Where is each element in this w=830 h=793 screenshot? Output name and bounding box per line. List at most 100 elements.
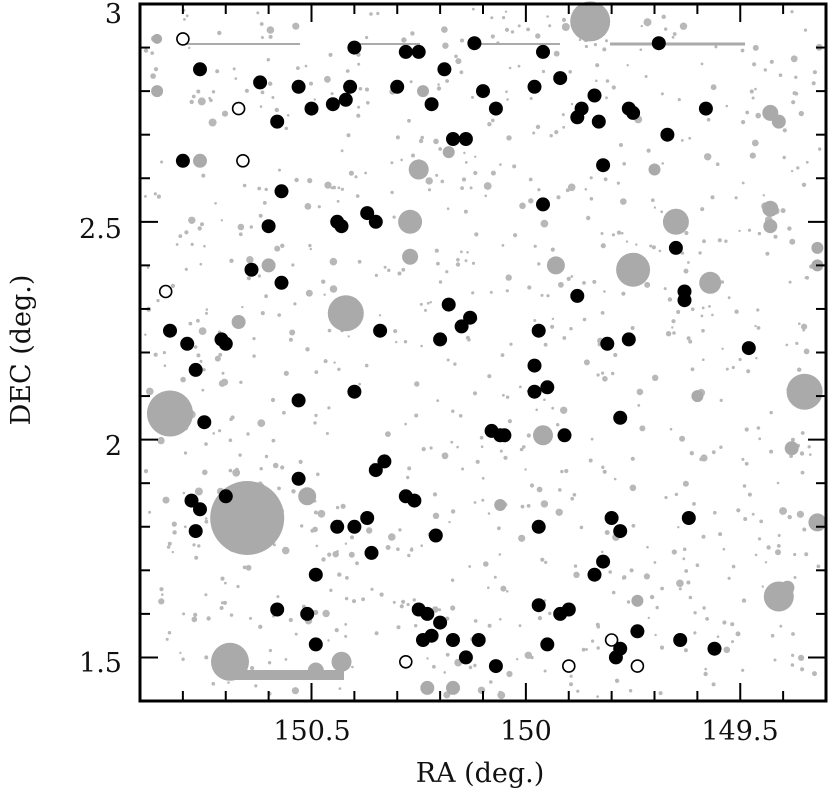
background-dot [171, 550, 174, 554]
y-tick-label-0: 1.5 [79, 648, 122, 679]
background-dot [660, 92, 664, 96]
filled-circle-point [437, 62, 452, 77]
background-dot [698, 251, 702, 255]
background-dot [626, 63, 629, 67]
background-dot [236, 584, 240, 589]
background-dot [602, 47, 607, 52]
background-dot [196, 353, 201, 358]
filled-circle-point [291, 79, 306, 94]
background-dot [397, 271, 402, 276]
filled-circle-point [536, 197, 550, 212]
background-dot [305, 289, 313, 297]
background-dot [204, 655, 209, 660]
background-dot [211, 681, 216, 686]
background-dot [593, 43, 598, 47]
background-dot [471, 7, 475, 11]
background-dot [524, 468, 527, 471]
background-dot [278, 168, 281, 172]
background-dot [406, 475, 410, 480]
background-dot [548, 24, 552, 28]
background-dot [540, 557, 545, 562]
background-dot [203, 244, 206, 248]
background-dot [686, 580, 691, 585]
background-dot [450, 605, 456, 611]
background-dot [540, 293, 544, 297]
background-dot [475, 459, 480, 464]
background-dot [340, 503, 346, 509]
background-dot [192, 543, 196, 547]
background-dot [533, 244, 537, 248]
background-dot [194, 487, 203, 496]
background-dot [586, 215, 591, 221]
background-dot [194, 555, 199, 560]
background-dot [355, 194, 360, 198]
gray-circle-point [570, 1, 611, 42]
background-dot [701, 328, 705, 333]
background-dot [395, 340, 398, 344]
background-dot [620, 198, 627, 205]
background-dot [448, 520, 451, 524]
background-dot [636, 388, 644, 396]
background-dot [441, 452, 449, 460]
filled-circle-point [467, 36, 482, 51]
background-dot [700, 314, 704, 318]
background-dot [528, 177, 533, 182]
background-dot [144, 333, 147, 336]
background-dot [654, 633, 657, 637]
background-dot [661, 162, 664, 165]
background-dot [296, 66, 300, 70]
background-dot [348, 551, 355, 558]
background-dot [277, 313, 282, 317]
background-dot [411, 153, 415, 158]
background-dot [336, 550, 339, 553]
background-dot [399, 604, 404, 609]
background-dot [487, 122, 492, 127]
background-dot [463, 209, 468, 214]
background-dot [218, 429, 222, 433]
background-dot [677, 526, 680, 529]
background-dot [188, 216, 196, 224]
gray-circle-point [307, 662, 324, 679]
background-dot [153, 67, 159, 72]
background-dot [605, 96, 608, 100]
gray-circle-point [631, 594, 644, 607]
background-dot [223, 600, 227, 605]
gray-circle-point [331, 651, 352, 672]
background-dot [798, 322, 801, 326]
background-dot [327, 406, 331, 410]
filled-circle-point [420, 606, 435, 621]
filled-circle-point [591, 114, 606, 129]
background-dot [471, 95, 474, 99]
background-dot [652, 374, 659, 381]
background-dot [276, 595, 280, 599]
background-dot [348, 170, 354, 176]
gray-circle-point [616, 252, 651, 287]
filled-circle-point [458, 132, 473, 146]
background-dot [204, 593, 208, 597]
background-dot [500, 585, 507, 592]
background-dot [188, 46, 191, 50]
background-dot [471, 261, 476, 265]
background-dot [741, 457, 745, 461]
background-dot [497, 526, 501, 531]
background-dot [181, 657, 185, 661]
background-dot [618, 143, 623, 147]
gray-circle-point [193, 153, 207, 168]
background-dot [150, 73, 156, 79]
background-dot [469, 186, 473, 190]
background-dot [317, 205, 321, 209]
background-dot [561, 17, 567, 22]
background-dot [536, 486, 543, 493]
background-dot [257, 274, 261, 278]
background-dot [337, 186, 341, 190]
background-dot [584, 188, 588, 191]
filled-circle-point [364, 545, 379, 560]
gray-circle-point [261, 258, 276, 273]
background-dot [403, 340, 408, 344]
background-dot [765, 251, 770, 256]
background-dot [519, 202, 526, 210]
background-dot [238, 232, 243, 237]
background-dot [504, 10, 508, 13]
background-dot [160, 160, 164, 164]
background-dot [249, 225, 253, 229]
